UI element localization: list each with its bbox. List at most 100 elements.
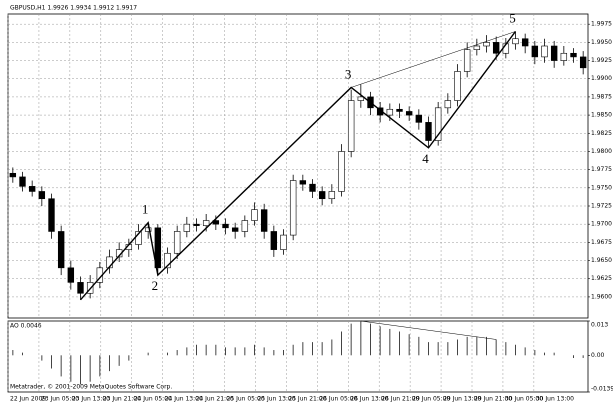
wave-line — [79, 31, 517, 301]
y-tick-label: 0.013 — [591, 322, 608, 329]
x-tick-label: 24 Jun 21:00 — [196, 396, 234, 403]
candle-body — [550, 45, 558, 61]
candle-body — [260, 209, 268, 232]
candle-body — [299, 180, 307, 185]
candle-body — [318, 191, 326, 200]
y-tick-label: 1.9775 — [591, 166, 612, 173]
candle-body — [512, 38, 519, 45]
candle-body — [231, 227, 239, 232]
x-tick-label: 29 Jun 05:00 — [412, 396, 450, 403]
wave-label: 1 — [142, 202, 149, 217]
candle-body — [386, 108, 394, 116]
x-tick-label: 25 Jun 13:00 — [257, 396, 295, 403]
y-tick-label: 1.9975 — [591, 21, 612, 28]
candle-body — [415, 114, 423, 123]
candle-body — [376, 107, 384, 116]
y-tick-label: 1.9750 — [591, 184, 612, 191]
candle-body — [473, 45, 481, 50]
y-tick-label: 1.9725 — [591, 203, 612, 210]
x-tick-label: 26 Jun 21:00 — [381, 396, 419, 403]
candle-body — [183, 223, 191, 232]
x-tick-label: 30 Jun 13:00 — [536, 396, 574, 403]
candle-body — [560, 52, 568, 61]
y-tick-label: 1.9675 — [591, 239, 612, 246]
candle-body — [579, 56, 587, 69]
candle-body — [531, 45, 539, 58]
candle-body — [357, 96, 365, 101]
indicator-title: AO 0.0046 — [10, 323, 42, 330]
candle-body — [328, 191, 336, 200]
candle-body — [48, 198, 55, 232]
candle-body — [483, 42, 490, 47]
wave-label: 5 — [509, 10, 516, 25]
candle-body — [222, 223, 229, 229]
price-panel — [7, 13, 589, 319]
wave-label: 2 — [152, 278, 159, 293]
x-tick-label: 23 Jun 21:00 — [103, 396, 141, 403]
candle-body — [347, 100, 355, 152]
x-tick-label: 24 Jun 13:00 — [165, 396, 203, 403]
candle-body — [164, 252, 171, 269]
candle-body — [454, 71, 461, 101]
candle-body — [9, 172, 17, 178]
y-tick-label: 1.9825 — [591, 130, 612, 137]
candle-body — [193, 223, 200, 226]
y-tick-label: 1.9650 — [591, 257, 612, 264]
candle-body — [444, 100, 452, 109]
x-tick-label: 23 Jun 13:00 — [72, 396, 110, 403]
footer: Metatrader, © 2001-2009 MetaQuotes Softw… — [10, 384, 172, 391]
candle-body — [154, 227, 162, 269]
x-tick-label: 29 Jun 21:00 — [474, 396, 512, 403]
candle-body — [289, 180, 297, 236]
candle-body — [521, 38, 529, 47]
candle-body — [38, 191, 46, 200]
candle-body — [570, 52, 577, 58]
x-tick-label: 26 Jun 05:00 — [319, 396, 357, 403]
trend-line — [351, 31, 516, 88]
y-tick-label: 0.00 — [591, 352, 605, 359]
y-tick-label: 1.9625 — [591, 275, 612, 282]
candle-body — [434, 107, 442, 141]
candle-body — [541, 45, 548, 58]
candle-body — [309, 183, 316, 192]
candle-body — [173, 231, 181, 254]
candle-body — [28, 186, 36, 192]
x-tick-label: 23 Jun 05:00 — [41, 396, 79, 403]
x-tick-label: 22 Jun 2009 — [10, 396, 46, 403]
candle-body — [19, 176, 26, 187]
candle-body — [338, 151, 345, 192]
x-tick-label: 25 Jun 05:00 — [227, 396, 265, 403]
x-tick-label: 24 Jun 05:00 — [134, 396, 172, 403]
y-tick-label: 1.9900 — [591, 75, 612, 82]
y-tick-label: 1.9950 — [591, 39, 612, 46]
candle-body — [57, 231, 65, 269]
candle-body — [463, 49, 471, 72]
candle-body — [405, 111, 413, 116]
y-tick-label: -0.0139 — [591, 386, 613, 393]
y-tick-label: 1.9850 — [591, 112, 612, 119]
candle-body — [492, 42, 500, 54]
candle-body — [241, 220, 249, 232]
x-tick-label: 29 Jun 13:00 — [443, 396, 481, 403]
y-tick-label: 1.9925 — [591, 57, 612, 64]
y-tick-label: 1.9800 — [591, 148, 612, 155]
candle-body — [270, 231, 278, 250]
x-tick-label: 30 Jun 05:00 — [505, 396, 543, 403]
candle-body — [280, 234, 287, 250]
candle-body — [144, 227, 152, 232]
candle-body — [77, 282, 84, 294]
x-tick-label: 25 Jun 21:00 — [288, 396, 326, 403]
chart-title: GBPUSD,H1 1.9926 1.9934 1.9912 1.9917 — [10, 5, 137, 12]
candle-body — [202, 220, 210, 226]
x-tick-label: 26 Jun 13:00 — [350, 396, 388, 403]
trend-line — [360, 320, 497, 340]
candle-body — [67, 267, 75, 283]
wave-label: 3 — [345, 66, 352, 81]
y-tick-label: 1.9700 — [591, 221, 612, 228]
y-tick-label: 1.9875 — [591, 93, 612, 100]
indicator-panel — [7, 320, 589, 393]
y-tick-label: 1.9600 — [591, 293, 612, 300]
candle-body — [396, 108, 403, 112]
candle-body — [251, 209, 258, 221]
